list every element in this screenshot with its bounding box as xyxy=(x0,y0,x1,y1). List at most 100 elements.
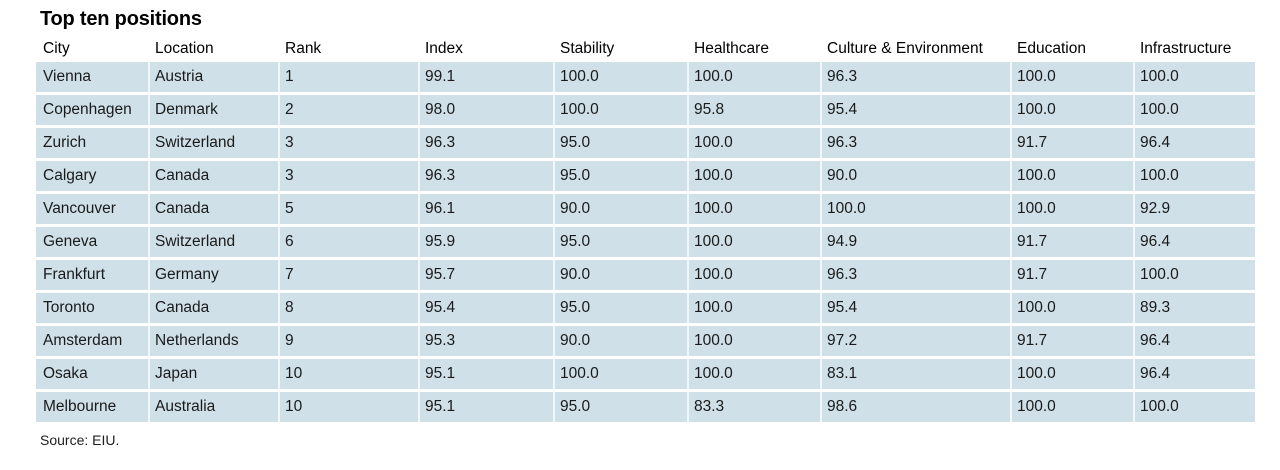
table-cell-city: Osaka xyxy=(36,359,148,389)
table-cell-culture_environment: 96.3 xyxy=(820,128,1010,158)
table-cell-healthcare: 100.0 xyxy=(687,326,820,356)
table-cell-education: 91.7 xyxy=(1010,260,1133,290)
table-cell-stability: 100.0 xyxy=(553,359,687,389)
table-cell-culture_environment: 95.4 xyxy=(820,293,1010,323)
table-cell-rank: 10 xyxy=(278,392,418,422)
column-header-city: City xyxy=(43,40,70,57)
table-row: Vancouver Canada 5 96.1 90.0 100.0 100.0 100.0 9… xyxy=(36,194,1255,224)
table-cell-location: Netherlands xyxy=(148,326,278,356)
table-cell-infrastructure: 100.0 xyxy=(1133,392,1255,422)
table-cell-stability: 95.0 xyxy=(553,392,687,422)
table-cell-city: Vienna xyxy=(36,62,148,92)
table-cell-infrastructure: 89.3 xyxy=(1133,293,1255,323)
table-cell-rank: 10 xyxy=(278,359,418,389)
table-row: Copenhagen Denmark 2 98.0 100.0 95.8 95.4 100.0… xyxy=(36,95,1255,125)
table-cell-healthcare: 100.0 xyxy=(687,227,820,257)
report-page: Top ten positions City Location Rank Index S… xyxy=(36,8,1255,448)
table-cell-rank: 3 xyxy=(278,128,418,158)
table-cell-index: 96.1 xyxy=(418,194,553,224)
table-cell-location: Austria xyxy=(148,62,278,92)
page-title: Top ten positions xyxy=(40,8,202,30)
table-cell-index: 96.3 xyxy=(418,128,553,158)
table-row: Zurich Switzerland 3 96.3 95.0 100.0 96.3 91.7 9… xyxy=(36,128,1255,158)
table-cell-city: Geneva xyxy=(36,227,148,257)
top-ten-positions-table: City Location Rank Index Stability Healthcare… xyxy=(36,33,1255,425)
column-header-rank: Rank xyxy=(285,40,322,57)
table-cell-education: 100.0 xyxy=(1010,359,1133,389)
column-header-infrastructure: Infrastructure xyxy=(1140,40,1232,57)
table-cell-location: Canada xyxy=(148,293,278,323)
table-cell-rank: 1 xyxy=(278,62,418,92)
table-cell-stability: 95.0 xyxy=(553,227,687,257)
table-cell-infrastructure: 100.0 xyxy=(1133,95,1255,125)
table-cell-stability: 90.0 xyxy=(553,194,687,224)
table-cell-culture_environment: 98.6 xyxy=(820,392,1010,422)
column-header-culture_environment: Culture & Environment xyxy=(827,40,983,57)
table-cell-index: 95.9 xyxy=(418,227,553,257)
table-cell-location: Australia xyxy=(148,392,278,422)
table-cell-healthcare: 100.0 xyxy=(687,359,820,389)
table-body: Vienna Austria 1 99.1 100.0 100.0 96.3 100.0 100… xyxy=(36,62,1255,422)
column-header-stability: Stability xyxy=(560,40,615,57)
table-cell-culture_environment: 83.1 xyxy=(820,359,1010,389)
table-cell-healthcare: 100.0 xyxy=(687,260,820,290)
table-row: Calgary Canada 3 96.3 95.0 100.0 90.0 100.0 100.… xyxy=(36,161,1255,191)
table-cell-location: Switzerland xyxy=(148,128,278,158)
table-cell-education: 91.7 xyxy=(1010,227,1133,257)
table-cell-education: 100.0 xyxy=(1010,392,1133,422)
source-note: Source: EIU. xyxy=(40,432,120,448)
table-cell-healthcare: 95.8 xyxy=(687,95,820,125)
table-row: Amsterdam Netherlands 9 95.3 90.0 100.0 97.2 91… xyxy=(36,326,1255,356)
table-cell-education: 91.7 xyxy=(1010,128,1133,158)
table-cell-location: Switzerland xyxy=(148,227,278,257)
table-row: Melbourne Australia 10 95.1 95.0 83.3 98.6 100.… xyxy=(36,392,1255,422)
table-cell-stability: 90.0 xyxy=(553,260,687,290)
table-cell-education: 100.0 xyxy=(1010,161,1133,191)
table-cell-infrastructure: 100.0 xyxy=(1133,62,1255,92)
column-header-education: Education xyxy=(1017,40,1086,57)
table-cell-location: Denmark xyxy=(148,95,278,125)
table-cell-healthcare: 100.0 xyxy=(687,194,820,224)
table-cell-education: 100.0 xyxy=(1010,293,1133,323)
table-cell-rank: 7 xyxy=(278,260,418,290)
table-cell-culture_environment: 100.0 xyxy=(820,194,1010,224)
table-cell-location: Japan xyxy=(148,359,278,389)
table-row: Osaka Japan 10 95.1 100.0 100.0 83.1 100.0 96.4 xyxy=(36,359,1255,389)
table-cell-culture_environment: 90.0 xyxy=(820,161,1010,191)
table-cell-index: 99.1 xyxy=(418,62,553,92)
table-cell-healthcare: 83.3 xyxy=(687,392,820,422)
table-cell-city: Copenhagen xyxy=(36,95,148,125)
table-cell-stability: 95.0 xyxy=(553,293,687,323)
table-cell-infrastructure: 96.4 xyxy=(1133,326,1255,356)
table-cell-city: Amsterdam xyxy=(36,326,148,356)
table-cell-location: Canada xyxy=(148,161,278,191)
table-row: Vienna Austria 1 99.1 100.0 100.0 96.3 100.0 100… xyxy=(36,62,1255,92)
table-row: Frankfurt Germany 7 95.7 90.0 100.0 96.3 91.7 10… xyxy=(36,260,1255,290)
table-header: City Location Rank Index Stability Healthcare… xyxy=(36,36,1255,59)
table-cell-healthcare: 100.0 xyxy=(687,62,820,92)
table-cell-stability: 100.0 xyxy=(553,62,687,92)
table-cell-index: 98.0 xyxy=(418,95,553,125)
table-cell-city: Melbourne xyxy=(36,392,148,422)
column-header-location: Location xyxy=(155,40,214,57)
table-cell-city: Toronto xyxy=(36,293,148,323)
table-cell-rank: 6 xyxy=(278,227,418,257)
table-cell-rank: 3 xyxy=(278,161,418,191)
table-cell-infrastructure: 100.0 xyxy=(1133,260,1255,290)
table-cell-healthcare: 100.0 xyxy=(687,128,820,158)
table-cell-index: 95.1 xyxy=(418,359,553,389)
table-cell-stability: 100.0 xyxy=(553,95,687,125)
table-cell-index: 95.1 xyxy=(418,392,553,422)
table-cell-rank: 5 xyxy=(278,194,418,224)
table-cell-healthcare: 100.0 xyxy=(687,161,820,191)
table-row: Toronto Canada 8 95.4 95.0 100.0 95.4 100.0 89.3 xyxy=(36,293,1255,323)
table-cell-index: 95.7 xyxy=(418,260,553,290)
table-cell-city: Vancouver xyxy=(36,194,148,224)
column-header-index: Index xyxy=(425,40,463,57)
table-cell-infrastructure: 92.9 xyxy=(1133,194,1255,224)
table-cell-infrastructure: 96.4 xyxy=(1133,128,1255,158)
table-cell-city: Calgary xyxy=(36,161,148,191)
table-cell-index: 95.4 xyxy=(418,293,553,323)
table-cell-stability: 90.0 xyxy=(553,326,687,356)
table-cell-culture_environment: 94.9 xyxy=(820,227,1010,257)
